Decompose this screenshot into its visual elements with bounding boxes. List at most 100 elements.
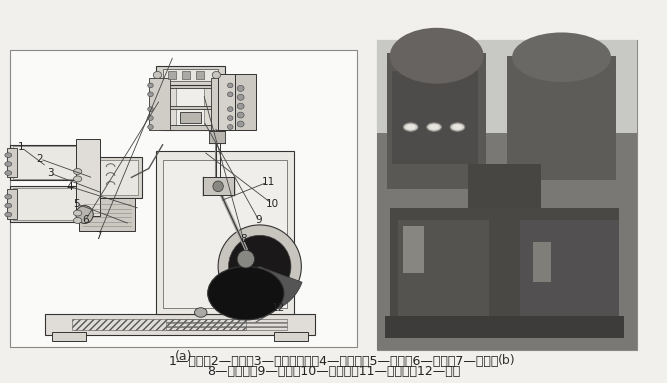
Ellipse shape xyxy=(390,28,484,83)
Text: 6: 6 xyxy=(82,215,89,225)
Ellipse shape xyxy=(5,194,12,199)
Ellipse shape xyxy=(218,225,301,308)
Ellipse shape xyxy=(5,153,12,157)
Polygon shape xyxy=(217,267,302,313)
Bar xyxy=(507,56,616,180)
Ellipse shape xyxy=(237,121,244,127)
Text: 4: 4 xyxy=(67,182,73,192)
Bar xyxy=(209,131,225,143)
Text: 5: 5 xyxy=(73,199,80,209)
Bar xyxy=(159,106,221,109)
Bar xyxy=(10,186,79,222)
Text: 1: 1 xyxy=(18,142,25,152)
Bar xyxy=(159,126,221,130)
Text: 7: 7 xyxy=(95,231,102,241)
Bar xyxy=(388,52,486,189)
Bar xyxy=(211,78,232,130)
Text: (b): (b) xyxy=(498,354,516,367)
Text: 10: 10 xyxy=(265,199,279,209)
Text: 1—连杆；2—曲轴；3—中间冷却器；4—活塞杆；5—气阀；6—气缸；7—活塞；: 1—连杆；2—曲轴；3—中间冷却器；4—活塞杆；5—气阀；6—气缸；7—活塞； xyxy=(168,355,499,368)
Text: (a): (a) xyxy=(175,350,192,363)
Ellipse shape xyxy=(212,72,221,79)
Bar xyxy=(10,50,357,347)
Ellipse shape xyxy=(213,181,223,192)
Circle shape xyxy=(450,123,465,131)
Bar xyxy=(533,242,551,282)
Bar xyxy=(163,74,218,130)
Bar xyxy=(398,220,489,319)
Ellipse shape xyxy=(237,112,244,118)
Bar xyxy=(51,332,86,341)
Ellipse shape xyxy=(207,267,284,320)
Ellipse shape xyxy=(237,85,244,92)
Ellipse shape xyxy=(147,124,153,129)
Ellipse shape xyxy=(195,308,207,317)
Bar xyxy=(76,139,100,216)
Text: 9: 9 xyxy=(255,215,262,225)
Bar xyxy=(163,69,218,81)
Ellipse shape xyxy=(147,83,153,88)
Bar xyxy=(468,164,541,220)
Bar xyxy=(163,160,287,308)
Circle shape xyxy=(430,124,439,130)
Ellipse shape xyxy=(5,203,12,208)
Ellipse shape xyxy=(76,206,93,223)
Bar xyxy=(218,74,235,130)
Bar xyxy=(195,72,204,79)
Text: 2: 2 xyxy=(37,154,43,164)
Bar xyxy=(377,40,637,133)
Ellipse shape xyxy=(227,92,233,97)
Bar xyxy=(385,316,624,338)
Ellipse shape xyxy=(512,33,611,82)
Ellipse shape xyxy=(237,94,244,100)
Ellipse shape xyxy=(73,218,82,223)
Text: 3: 3 xyxy=(47,168,53,178)
Bar xyxy=(73,319,246,330)
Ellipse shape xyxy=(227,83,233,88)
Ellipse shape xyxy=(227,107,233,111)
Ellipse shape xyxy=(147,92,153,97)
Text: 8: 8 xyxy=(240,234,247,244)
Bar xyxy=(235,74,256,130)
Bar xyxy=(13,188,76,221)
Ellipse shape xyxy=(5,162,12,167)
Bar xyxy=(13,146,76,179)
Ellipse shape xyxy=(237,250,255,268)
Bar xyxy=(377,40,637,350)
Ellipse shape xyxy=(73,169,82,175)
Bar xyxy=(166,319,287,330)
Bar xyxy=(155,65,225,85)
Bar xyxy=(520,220,619,319)
Ellipse shape xyxy=(227,124,233,129)
Text: 8—活塞环；9—填料；10—十字头；11—平衡重；12—机身: 8—活塞环；9—填料；10—十字头；11—平衡重；12—机身 xyxy=(207,365,460,378)
Bar xyxy=(177,77,204,130)
Text: 11: 11 xyxy=(261,177,275,187)
Bar xyxy=(155,151,294,314)
Ellipse shape xyxy=(227,116,233,120)
Bar xyxy=(168,72,177,79)
Circle shape xyxy=(453,124,462,130)
Bar xyxy=(273,332,308,341)
Bar xyxy=(149,78,169,130)
Bar xyxy=(10,145,79,180)
Text: 12: 12 xyxy=(272,303,285,313)
Ellipse shape xyxy=(5,170,12,175)
Bar xyxy=(181,72,190,79)
Bar xyxy=(203,177,233,195)
Bar xyxy=(7,189,17,219)
Ellipse shape xyxy=(5,212,12,217)
Ellipse shape xyxy=(73,176,82,182)
Bar xyxy=(180,112,201,123)
Ellipse shape xyxy=(73,210,82,216)
Bar xyxy=(79,157,142,198)
Bar xyxy=(7,148,17,177)
Bar xyxy=(45,314,315,335)
Bar xyxy=(390,208,619,326)
Ellipse shape xyxy=(153,72,161,79)
Circle shape xyxy=(427,123,442,131)
Bar xyxy=(83,160,138,195)
Ellipse shape xyxy=(147,107,153,111)
Ellipse shape xyxy=(229,235,291,298)
Bar xyxy=(159,85,221,88)
Circle shape xyxy=(404,123,418,131)
